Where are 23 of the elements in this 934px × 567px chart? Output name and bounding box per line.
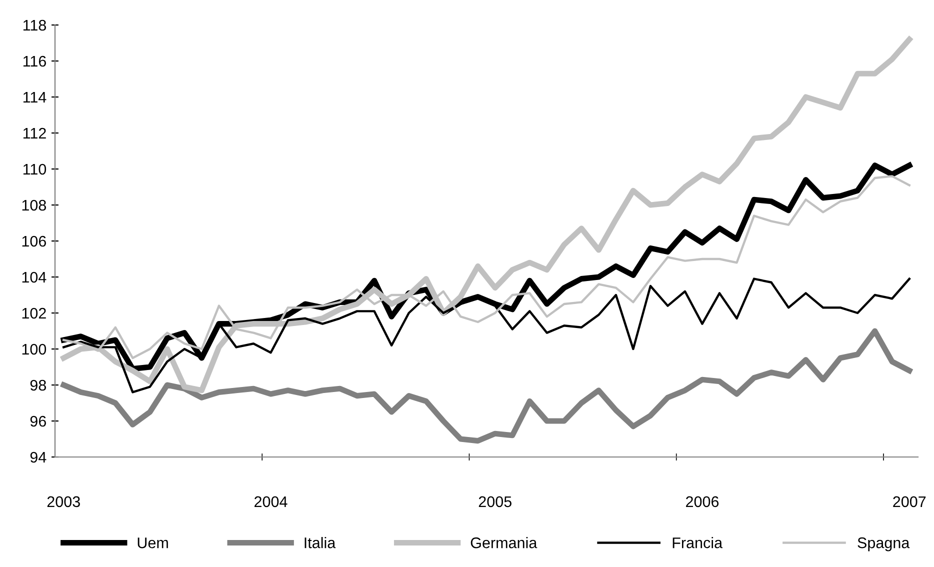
y-tick-label: 104	[22, 272, 46, 283]
y-tick-label: 98	[30, 380, 46, 391]
legend-label: Uem	[138, 538, 168, 548]
legend-label: Germania	[470, 537, 538, 548]
y-tick-label: 114	[23, 92, 46, 103]
legend-label: Spagna	[858, 537, 910, 552]
legend-label: Italia	[304, 537, 336, 548]
y-tick-label: 96	[30, 416, 46, 427]
y-tick-label: 100	[22, 344, 46, 355]
y-tick-label: 94	[30, 452, 46, 463]
x-tick-label: 2003	[47, 496, 80, 508]
x-tick-label: 2004	[254, 496, 288, 508]
y-tick-label: 118	[23, 20, 46, 31]
y-tick-label: 106	[22, 236, 46, 247]
y-tick-label: 108	[22, 200, 46, 211]
y-tick-label: 110	[23, 164, 46, 175]
legend-label: Francia	[672, 537, 723, 548]
x-tick-label: 2007	[893, 496, 926, 508]
y-tick-label: 112	[23, 128, 46, 139]
x-tick-label: 2005	[478, 496, 512, 508]
y-tick-label: 116	[23, 56, 46, 67]
x-tick-label: 2006	[686, 496, 719, 508]
y-tick-label: 102	[22, 308, 46, 319]
